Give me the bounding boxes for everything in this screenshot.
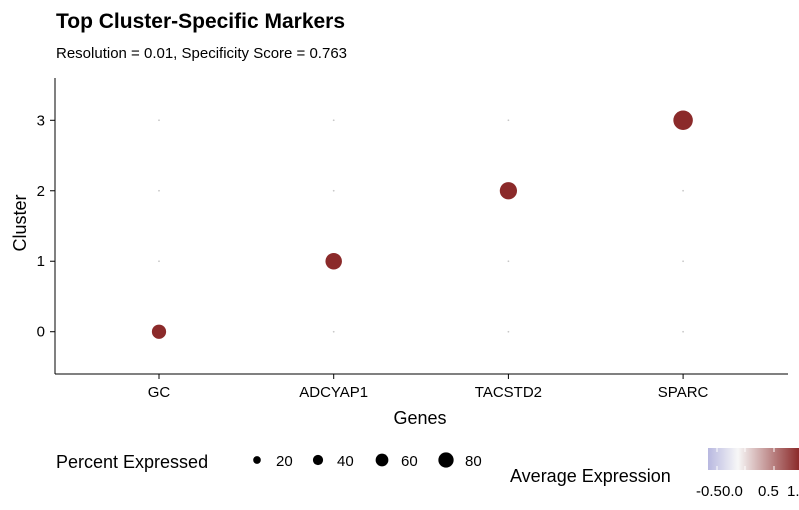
x-tick-label: SPARC xyxy=(658,384,709,401)
size-legend-dot xyxy=(253,456,261,464)
data-point xyxy=(158,189,160,192)
data-point xyxy=(332,119,335,122)
color-legend-label: 0.0 xyxy=(722,483,743,500)
chart-subtitle: Resolution = 0.01, Specificity Score = 0… xyxy=(56,45,347,62)
size-legend-title: Percent Expressed xyxy=(56,452,208,472)
x-tick-label: ADCYAP1 xyxy=(299,384,368,401)
y-tick-label: 2 xyxy=(37,183,45,200)
size-legend-label: 60 xyxy=(401,453,418,470)
y-axis-title: Cluster xyxy=(10,194,30,251)
color-legend-label: 0.5 xyxy=(758,483,779,500)
data-point xyxy=(682,330,684,333)
data-point xyxy=(682,189,684,192)
size-legend-label: 20 xyxy=(276,453,293,470)
data-point xyxy=(507,260,510,263)
data-point xyxy=(332,189,335,192)
plot-area: 0 1 2 3 GC ADCYAP1 TACSTD2 SPARC xyxy=(37,78,788,401)
color-legend: Average Expression -0.5 0.0 0.5 1. xyxy=(510,448,799,500)
color-legend-bar xyxy=(708,448,799,470)
x-tick-label: TACSTD2 xyxy=(475,384,542,401)
color-legend-label: 1. xyxy=(787,483,799,500)
data-point xyxy=(507,330,510,333)
data-point xyxy=(682,260,684,263)
data-point xyxy=(158,260,160,263)
color-legend-label: -0.5 xyxy=(696,483,722,500)
size-legend-label: 80 xyxy=(465,453,482,470)
color-legend-title: Average Expression xyxy=(510,466,671,486)
data-point xyxy=(499,182,518,200)
data-point xyxy=(158,119,160,122)
size-legend-dot xyxy=(438,452,454,468)
size-legend-dot xyxy=(375,453,389,467)
x-axis-title: Genes xyxy=(393,408,446,428)
y-tick-label: 3 xyxy=(37,112,45,129)
size-legend: Percent Expressed 20 40 60 80 xyxy=(56,452,482,472)
y-tick-label: 0 xyxy=(37,324,45,341)
data-point xyxy=(151,324,167,339)
data-point xyxy=(325,252,342,270)
size-legend-dot xyxy=(312,454,324,466)
data-point xyxy=(673,110,693,131)
size-legend-label: 40 xyxy=(337,453,354,470)
chart-title: Top Cluster-Specific Markers xyxy=(56,10,345,33)
data-point xyxy=(507,119,510,122)
y-tick-label: 1 xyxy=(37,253,45,270)
x-tick-label: GC xyxy=(148,384,171,401)
data-point xyxy=(332,330,335,333)
